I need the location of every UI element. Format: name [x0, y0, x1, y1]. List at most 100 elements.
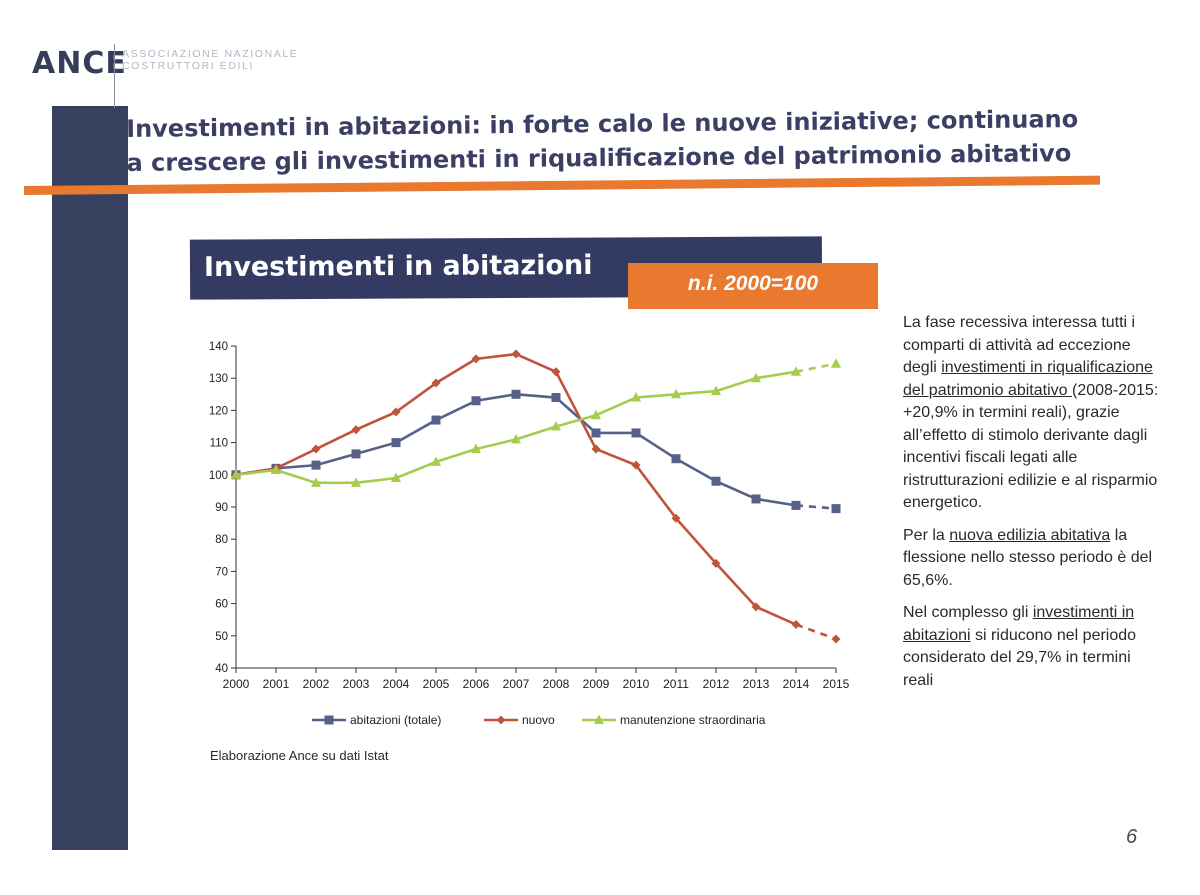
- legend-label-nuovo: nuovo: [522, 713, 555, 727]
- commentary-paragraph-3: Nel complesso gli investimenti in abitaz…: [903, 602, 1163, 692]
- slide-title: Investimenti in abitazioni: in forte cal…: [126, 102, 1127, 180]
- data-point-manutenzione-straordinaria-2004: [391, 472, 401, 483]
- y-tick-label-120: 120: [209, 405, 228, 417]
- data-point-manutenzione-straordinaria-2001: [271, 464, 281, 474]
- y-tick-label-90: 90: [215, 502, 228, 514]
- data-point-abitazioni-totale-2015: [831, 504, 841, 514]
- data-point-manutenzione-straordinaria-2011: [671, 388, 681, 399]
- y-tick-label-80: 80: [215, 534, 228, 546]
- legend-marker-manutenzione-straordinaria: [594, 714, 604, 724]
- data-point-manutenzione-straordinaria-2010: [631, 392, 641, 402]
- x-tick-label-2005: 2005: [423, 677, 450, 691]
- commentary-p2-text-a: Per la: [903, 526, 950, 544]
- data-point-abitazioni-totale-2002: [311, 460, 321, 470]
- data-point-abitazioni-totale-2009: [591, 428, 601, 438]
- data-point-manutenzione-straordinaria-2015: [831, 358, 841, 368]
- data-point-abitazioni-totale-2010: [631, 428, 641, 438]
- data-point-manutenzione-straordinaria-2014: [791, 366, 801, 376]
- y-tick-label-130: 130: [209, 373, 228, 385]
- legend-marker-abitazioni-totale: [324, 715, 334, 725]
- data-point-nuovo-2014: [791, 620, 801, 630]
- series-line-abitazioni-totale: [235, 393, 797, 507]
- commentary-p1-highlight: investimenti in riqualificazione del pat…: [903, 359, 1153, 399]
- y-tick-label-70: 70: [215, 566, 228, 578]
- data-point-abitazioni-totale-2013: [751, 494, 761, 504]
- commentary-p3-text-a: Nel complesso gli: [903, 604, 1033, 621]
- page-number: 6: [1126, 826, 1138, 848]
- data-point-nuovo-2004: [391, 407, 401, 417]
- line-chart: 40 50 60 70 80 90 100 110 120 130 140 2000 2001 2002 2…: [209, 341, 850, 727]
- data-point-nuovo-2003: [351, 425, 361, 435]
- data-point-manutenzione-straordinaria-2007: [511, 433, 521, 444]
- x-tick-label-2008: 2008: [543, 677, 570, 691]
- commentary-text: La fase recessiva interessa tutti i comp…: [903, 312, 1163, 702]
- data-point-manutenzione-straordinaria-2006: [471, 443, 481, 454]
- data-point-abitazioni-totale-2012: [711, 476, 721, 486]
- data-point-abitazioni-totale-2014: [791, 500, 801, 510]
- legend-label-manutenzione-straordinaria: manutenzione straordinaria: [620, 713, 766, 727]
- x-tick-label-2011: 2011: [663, 677, 689, 691]
- data-point-nuovo-2007: [511, 349, 521, 359]
- data-point-nuovo-2009: [591, 444, 601, 454]
- x-tick-label-2002: 2002: [303, 677, 330, 691]
- commentary-p3-highlight: investimenti in abitazioni: [903, 604, 1135, 644]
- chart-title: Investimenti in abitazioni: [203, 249, 593, 284]
- y-tick-label-40: 40: [215, 663, 228, 675]
- data-point-abitazioni-totale-2011: [671, 454, 681, 464]
- data-point-abitazioni-totale-2005: [431, 415, 441, 425]
- commentary-p2-highlight: nuova edilizia abitativa: [949, 526, 1111, 544]
- commentary-p1-text-a: La fase recessiva interessa tutti i comp…: [903, 314, 1136, 376]
- commentary-p1-text-b: (2008-2015: +20,9% in termini reali), gr…: [903, 381, 1159, 512]
- data-point-abitazioni-totale-2008: [551, 393, 561, 403]
- commentary-p3-text-b: si riducono nel periodo considerato del …: [903, 626, 1137, 689]
- legend-marker-nuovo: [496, 715, 506, 725]
- series-projection-manutenzione-straordinaria: [795, 362, 837, 374]
- x-tick-label-2004: 2004: [383, 677, 410, 691]
- data-point-manutenzione-straordinaria-2002: [311, 477, 321, 487]
- source-note: Elaborazione Ance su dati Istat: [210, 748, 389, 763]
- data-point-abitazioni-totale-2003: [351, 449, 361, 459]
- data-point-abitazioni-totale-2004: [391, 438, 401, 448]
- x-tick-label-2003: 2003: [343, 677, 370, 691]
- data-point-nuovo-2015: [831, 634, 841, 644]
- y-tick-label-100: 100: [209, 470, 228, 482]
- x-tick-label-2010: 2010: [623, 677, 650, 691]
- legend-label-abitazioni-totale: abitazioni (totale): [350, 713, 441, 727]
- ance-logo: ANCE: [32, 46, 127, 81]
- data-point-manutenzione-straordinaria-2005: [431, 456, 441, 466]
- x-tick-label-2000: 2000: [223, 677, 250, 691]
- y-tick-label-110: 110: [210, 438, 228, 450]
- data-point-nuovo-2008: [551, 367, 561, 377]
- data-point-nuovo-2011: [671, 513, 681, 523]
- data-point-nuovo-2006: [471, 354, 481, 364]
- y-tick-label-140: 140: [209, 341, 228, 353]
- commentary-paragraph-1: La fase recessiva interessa tutti i comp…: [903, 312, 1163, 515]
- association-name-line2: COSTRUTTORI EDILI: [122, 60, 255, 72]
- data-point-manutenzione-straordinaria-2008: [551, 421, 561, 431]
- data-point-nuovo-2005: [431, 378, 441, 388]
- data-point-manutenzione-straordinaria-2000: [231, 469, 241, 479]
- data-point-abitazioni-totale-2007: [511, 389, 521, 399]
- data-point-manutenzione-straordinaria-2012: [711, 385, 721, 396]
- x-tick-label-2015: 2015: [823, 677, 850, 691]
- y-tick-label-50: 50: [215, 631, 228, 643]
- index-badge-label: n.i. 2000=100: [687, 272, 819, 295]
- data-point-manutenzione-straordinaria-2003: [351, 477, 361, 487]
- association-name: ASSOCIAZIONE NAZIONALE COSTRUTTORI EDILI: [122, 48, 298, 72]
- series-projection-abitazioni-totale: [795, 504, 837, 510]
- data-point-nuovo-2002: [311, 444, 321, 454]
- x-tick-label-2013: 2013: [743, 677, 770, 691]
- y-tick-label-60: 60: [215, 599, 228, 611]
- x-tick-label-2012: 2012: [703, 677, 730, 691]
- commentary-paragraph-2: Per la nuova edilizia abitativa la fless…: [903, 525, 1163, 593]
- commentary-p2-text-b: la flessione nello stesso periodo è del …: [903, 526, 1153, 589]
- association-name-line1: ASSOCIAZIONE NAZIONALE: [122, 48, 299, 60]
- x-tick-label-2006: 2006: [463, 677, 490, 691]
- data-point-nuovo-2012: [711, 558, 721, 568]
- data-point-manutenzione-straordinaria-2013: [751, 372, 761, 383]
- data-point-nuovo-2013: [751, 602, 761, 612]
- data-point-manutenzione-straordinaria-2009: [591, 409, 601, 420]
- x-tick-label-2001: 2001: [263, 677, 290, 691]
- data-point-nuovo-2010: [631, 460, 641, 470]
- data-point-abitazioni-totale-2006: [471, 396, 481, 406]
